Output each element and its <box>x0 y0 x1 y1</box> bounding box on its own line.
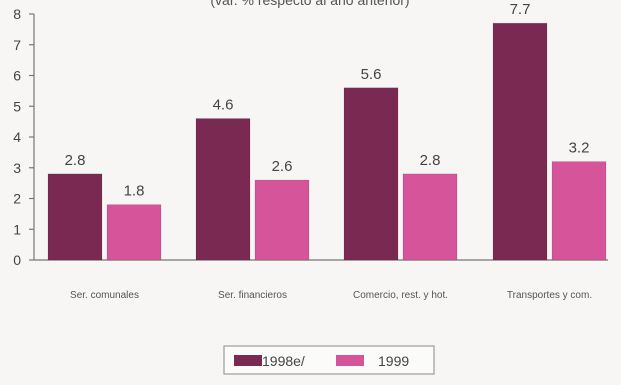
category-labels: Ser. comunales Ser. financieros Comercio, … <box>70 290 592 301</box>
category-label: Ser. comunales <box>70 290 139 301</box>
bars-group <box>47 22 607 261</box>
value-label: 4.6 <box>213 97 234 114</box>
category-label: Transportes y com. <box>507 290 592 301</box>
value-label: 7.7 <box>510 1 531 18</box>
bar-1998e-1 <box>195 118 251 261</box>
bar-1999-1 <box>254 179 310 261</box>
value-label: 5.6 <box>361 66 382 83</box>
legend-swatch-1998e <box>234 355 262 366</box>
bar-1999-2 <box>402 173 458 261</box>
y-tick-label: 2 <box>13 191 21 207</box>
value-label: 2.8 <box>420 152 441 169</box>
legend-swatch-1999 <box>336 355 364 366</box>
legend: 1998e/ 1999 <box>223 345 435 375</box>
y-tick-label: 8 <box>13 6 21 22</box>
y-tick-label: 7 <box>13 37 21 53</box>
bar-1998e-2 <box>343 87 399 261</box>
legend-label-1998e: 1998e/ <box>262 353 305 369</box>
value-label: 2.6 <box>272 158 293 175</box>
legend-label-1999: 1999 <box>378 353 409 369</box>
chart-subtitle: (var. % respecto al año anterior) <box>210 0 409 8</box>
y-tick-label: 3 <box>13 160 21 176</box>
bar-1998e-3 <box>492 22 548 261</box>
y-tick-label: 6 <box>13 68 21 84</box>
y-tick-label: 1 <box>13 221 21 237</box>
y-tick-label: 0 <box>13 252 21 268</box>
y-tick-label: 5 <box>13 98 21 114</box>
value-label: 1.8 <box>124 183 145 200</box>
y-axis-ticks: 0 1 2 3 4 5 6 7 8 <box>13 6 34 268</box>
value-labels: 2.8 1.8 4.6 2.6 5.6 2.8 7.7 3.2 <box>65 1 590 199</box>
bar-1999-0 <box>106 204 162 261</box>
y-tick-label: 4 <box>13 129 21 145</box>
bar-1998e-0 <box>47 173 103 261</box>
value-label: 2.8 <box>65 152 86 169</box>
bar-1999-3 <box>551 161 607 261</box>
category-label: Ser. financieros <box>218 290 287 301</box>
category-label: Comercio, rest. y hot. <box>353 290 448 301</box>
value-label: 3.2 <box>569 140 590 157</box>
